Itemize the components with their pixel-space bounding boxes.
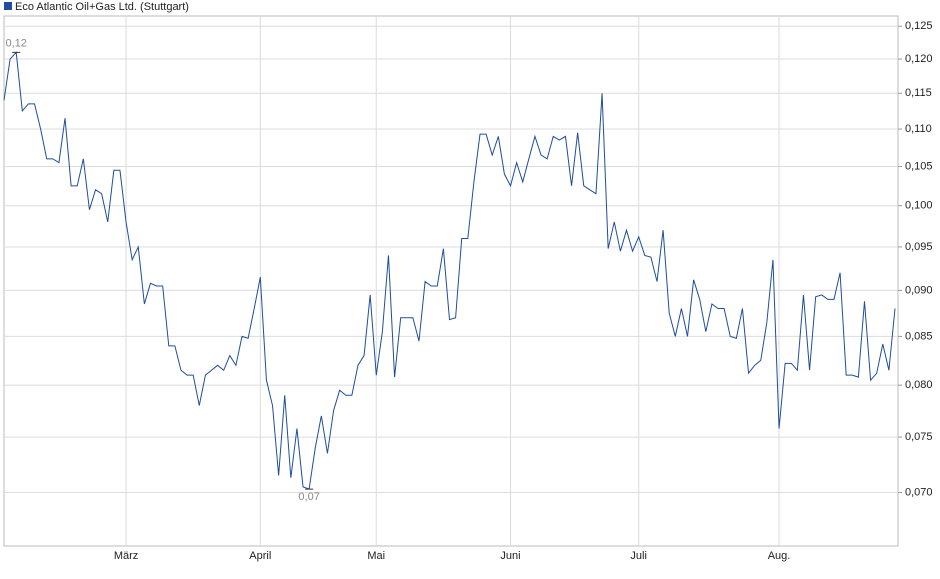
y-tick-label: 0,095 — [905, 241, 933, 253]
annotation-label: 0,12 — [5, 37, 26, 49]
y-tick-label: 0,125 — [905, 20, 933, 32]
x-tick-label: April — [249, 550, 271, 562]
y-tick-label: 0,080 — [905, 379, 933, 391]
y-tick-label: 0,120 — [905, 53, 933, 65]
y-tick-label: 0,075 — [905, 431, 933, 443]
x-tick-label: Mai — [367, 550, 385, 562]
y-tick-label: 0,070 — [905, 486, 933, 498]
y-tick-label: 0,115 — [905, 87, 932, 99]
y-tick-label: 0,085 — [905, 330, 933, 342]
plot-frame — [3, 15, 899, 547]
y-tick-label: 0,100 — [905, 200, 933, 212]
chart-title: Eco Atlantic Oil+Gas Ltd. (Stuttgart) — [15, 1, 189, 13]
x-tick-label: März — [114, 550, 138, 562]
x-tick-label: Juni — [500, 550, 520, 562]
legend-swatch — [4, 2, 12, 10]
y-tick-label: 0,105 — [905, 160, 933, 172]
annotation-label: 0,07 — [298, 491, 319, 503]
y-tick-label: 0,090 — [905, 284, 933, 296]
x-tick-label: Juli — [630, 550, 647, 562]
price-line — [3, 51, 896, 490]
y-tick-label: 0,110 — [905, 123, 932, 135]
x-tick-label: Aug. — [768, 550, 791, 562]
